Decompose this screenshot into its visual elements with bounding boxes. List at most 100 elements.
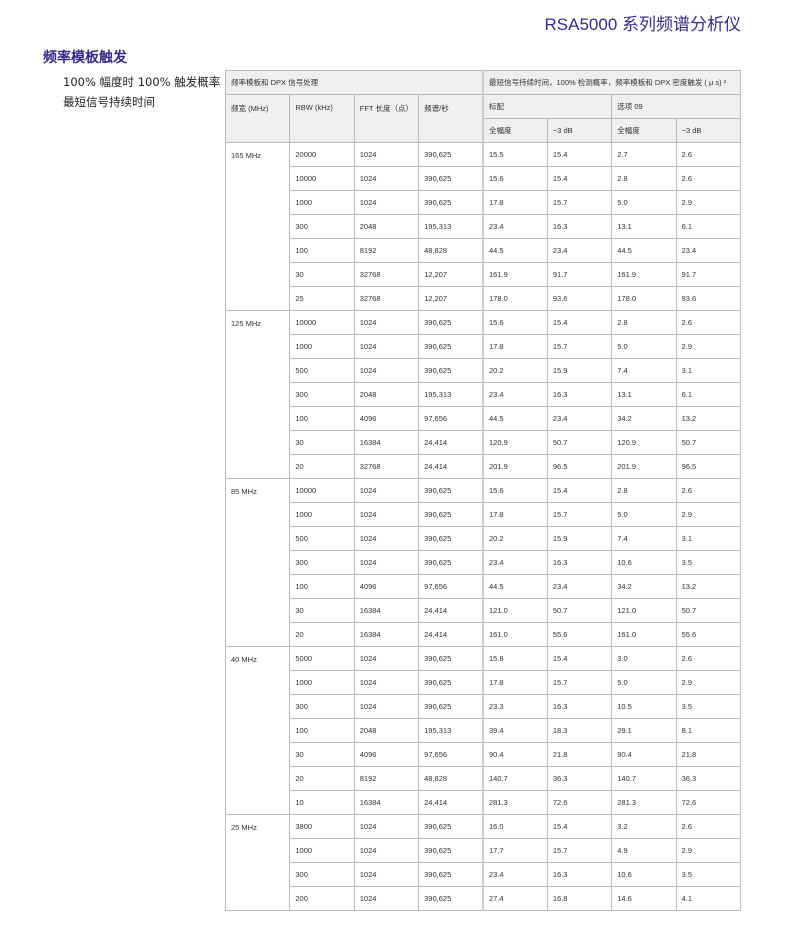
- table-cell: 24,414: [418, 430, 484, 455]
- table-cell: 15.7: [546, 670, 613, 695]
- table-cell: 390,625: [418, 334, 484, 359]
- table-row: 300 2048 195,313 23.4 16.3 13.1 6.1: [226, 382, 742, 407]
- table-cell: 300: [289, 550, 355, 575]
- table-cell: 2.9: [675, 670, 742, 695]
- table-cell: 23.4: [546, 406, 613, 431]
- table-row: 1000 1024 390,625 17.8 15.7 5.0 2.9: [226, 502, 742, 527]
- table-cell: 1024: [353, 478, 420, 503]
- table-cell: 1024: [353, 814, 420, 839]
- bandwidth-cell: 165 MHz: [224, 142, 291, 311]
- table-cell: 1024: [353, 310, 420, 335]
- table-cell: 20000: [289, 142, 355, 167]
- table-cell: 2.9: [675, 502, 742, 527]
- table-header-row: 全幅度 −3 dB 全幅度 −3 dB: [226, 118, 742, 143]
- bandwidth-cell: 85 MHz: [224, 478, 291, 647]
- table-cell: 390,625: [418, 886, 484, 911]
- table-cell: 281.3: [481, 790, 548, 815]
- table-row: 165 MHz 20000 1024 390,625 15.5 15.4 2.7 2.6: [224, 142, 742, 311]
- table-cell: 2.9: [675, 190, 742, 215]
- table-cell: 24,414: [418, 622, 484, 647]
- description-line: 最短信号持续时间: [63, 95, 155, 109]
- table-cell: 72.6: [546, 790, 613, 815]
- table-row: 1000 1024 390,625 17.8 15.7 5.0 2.9: [226, 334, 742, 359]
- table-cell: 48,828: [418, 238, 484, 263]
- table-cell: 1000: [289, 334, 355, 359]
- table-cell: 13.2: [675, 574, 742, 599]
- table-cell: 15.6: [481, 478, 548, 503]
- table-row: 125 MHz 10000 1024 390,625 15.6 15.4 2.8 2.6: [224, 310, 742, 479]
- table-cell: 390,625: [418, 814, 484, 839]
- table-cell: 100: [289, 238, 355, 263]
- table-row: 1000 1024 390,625 17.7 15.7 4.9 2.9: [226, 838, 742, 863]
- table-cell: 390,625: [418, 166, 484, 191]
- table-cell: 4096: [353, 574, 420, 599]
- table-cell: 2.8: [611, 310, 677, 335]
- table-cell: 15.4: [546, 478, 613, 503]
- table-cell: 390,625: [418, 142, 484, 167]
- header-rbw: RBW (kHz): [289, 94, 355, 143]
- section-title: 频率模板触发: [43, 50, 127, 66]
- table-cell: 16384: [353, 430, 420, 455]
- table-cell: 140.7: [481, 766, 548, 791]
- table-cell: 90.4: [611, 742, 677, 767]
- table-cell: 15.4: [546, 310, 613, 335]
- table-cell: 10000: [289, 310, 355, 335]
- table-cell: 23.4: [481, 382, 548, 407]
- table-cell: 390,625: [418, 358, 484, 383]
- table-row: 10000 1024 390,625 15.6 15.4 2.8 2.6: [226, 166, 742, 191]
- table-cell: 18.3: [546, 718, 613, 743]
- table-cell: 15.4: [546, 814, 613, 839]
- table-row: 30 4096 97,656 90.4 21.8 90.4 21.8: [226, 742, 742, 767]
- table-cell: 1000: [289, 190, 355, 215]
- table-cell: 13.1: [611, 214, 677, 239]
- table-cell: 36.3: [546, 766, 613, 791]
- table-cell: 32768: [353, 454, 420, 479]
- table-cell: 16384: [353, 622, 420, 647]
- table-cell: 16384: [353, 790, 420, 815]
- table-cell: 50.7: [546, 598, 613, 623]
- table-cell: 2.6: [675, 142, 742, 167]
- table-cell: 24,414: [418, 454, 484, 479]
- table-cell: 96.5: [546, 454, 613, 479]
- table-cell: 2.8: [611, 166, 677, 191]
- table-cell: 20: [289, 622, 355, 647]
- table-cell: 15.8: [481, 646, 548, 671]
- table-row: 10 16384 24,414 281.3 72.6 281.3 72.6: [226, 790, 742, 815]
- table-cell: 3800: [289, 814, 355, 839]
- table-cell: 55.6: [675, 622, 742, 647]
- table-cell: 21.8: [546, 742, 613, 767]
- table-cell: 1024: [353, 862, 420, 887]
- table-cell: 2048: [353, 382, 420, 407]
- table-row: 300 2048 195,313 23.4 16.3 13.1 6.1: [226, 214, 742, 239]
- header-opt-3db: −3 dB: [675, 118, 742, 143]
- table-cell: 3.5: [675, 550, 742, 575]
- table-cell: 44.5: [481, 238, 548, 263]
- table-cell: 1024: [353, 670, 420, 695]
- header-std-full: 全幅度: [481, 118, 548, 143]
- table-cell: 21.8: [675, 742, 742, 767]
- table-cell: 390,625: [418, 550, 484, 575]
- table-cell: 16.8: [546, 886, 613, 911]
- table-cell: 27.4: [481, 886, 548, 911]
- header-bandwidth: 频宽 (MHz): [224, 94, 291, 143]
- table-row: 30 16384 24,414 121.0 50.7 121.0 50.7: [226, 598, 742, 623]
- table-row: 30 16384 24,414 120.9 50.7 120.9 50.7: [226, 430, 742, 455]
- table-cell: 17.8: [481, 670, 548, 695]
- table-cell: 15.9: [546, 358, 613, 383]
- table-cell: 30: [289, 262, 355, 287]
- table-cell: 50.7: [675, 430, 742, 455]
- table-cell: 4.1: [675, 886, 742, 911]
- header-spectra: 频谱/秒: [418, 94, 484, 143]
- table-cell: 281.3: [611, 790, 677, 815]
- table-cell: 17.8: [481, 502, 548, 527]
- table-cell: 20: [289, 766, 355, 791]
- table-cell: 23.4: [675, 238, 742, 263]
- header-group-processing: 频率模板和 DPX 信号处理: [225, 70, 484, 95]
- table-cell: 1000: [289, 838, 355, 863]
- table-cell: 93.6: [546, 286, 613, 311]
- table-header-row: 频宽 (MHz) RBW (kHz) FFT 长度（点） 频谱/秒 标配 选项 …: [224, 94, 741, 143]
- table-cell: 10000: [289, 478, 355, 503]
- table-row: 200 1024 390,625 27.4 16.8 14.6 4.1: [226, 886, 742, 911]
- table-cell: 2.6: [675, 166, 742, 191]
- table-cell: 201.9: [611, 454, 677, 479]
